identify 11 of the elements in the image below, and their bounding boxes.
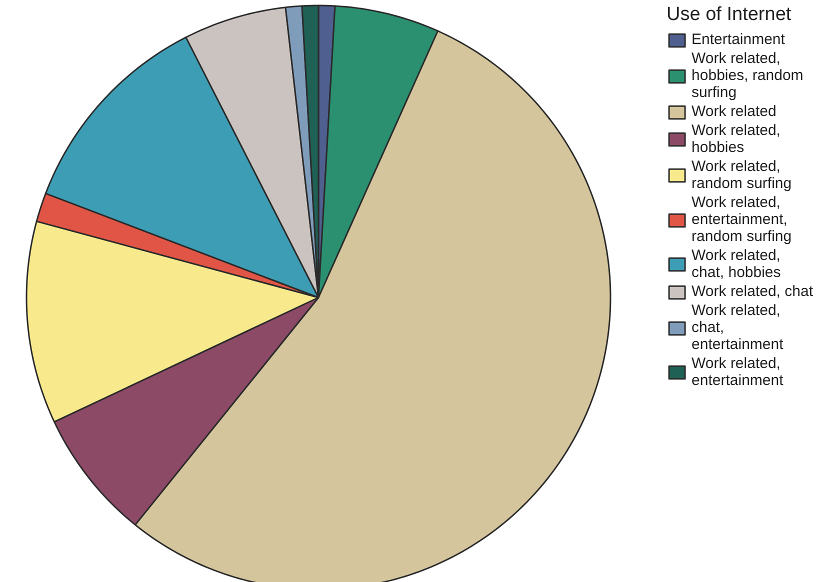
legend-label: Work related, hobbies, random surfing	[692, 50, 804, 101]
legend-label: Entertainment	[692, 31, 785, 48]
legend-title: Use of Internet	[666, 4, 792, 26]
legend-label: Work related, random surfing	[692, 158, 792, 192]
legend-label: Work related, chat	[692, 283, 813, 300]
legend-label: Work related, chat, entertainment	[692, 302, 784, 353]
legend-label: Work related, entertainment	[692, 355, 784, 389]
legend-label: Work related, chat, hobbies	[692, 247, 781, 281]
legend-label: Work related, entertainment, random surfing	[692, 194, 792, 245]
legend-label: Work related	[692, 103, 776, 120]
legend-label: Work related, hobbies	[692, 122, 780, 156]
